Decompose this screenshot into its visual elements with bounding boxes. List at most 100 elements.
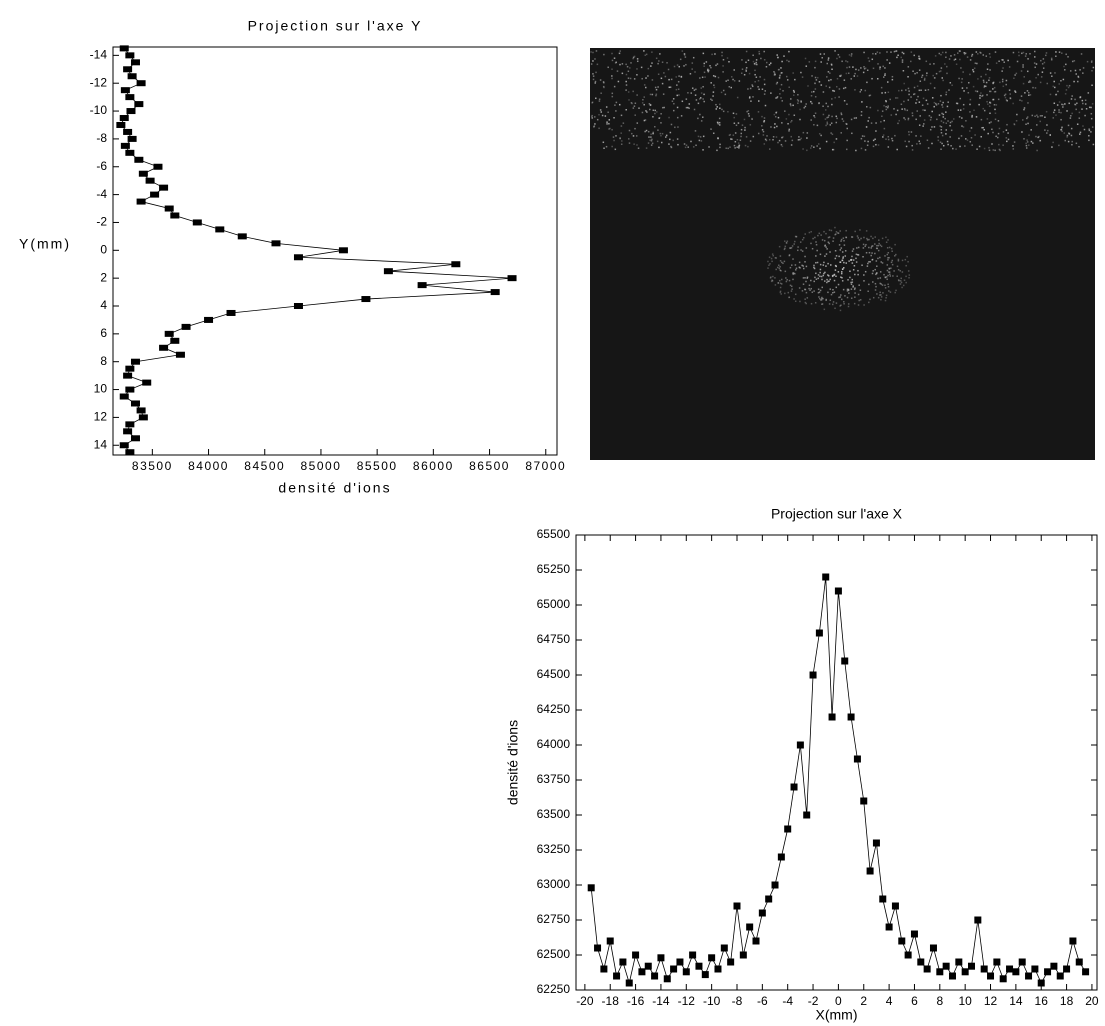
ion-dot — [650, 136, 652, 138]
ion-dot — [607, 111, 609, 114]
ion-dot — [636, 58, 639, 60]
ion-dot — [935, 72, 938, 75]
ion-dot — [770, 126, 772, 128]
ion-dot — [1084, 99, 1087, 102]
ion-dot — [946, 72, 948, 75]
ion-dot — [846, 296, 849, 299]
ion-dot — [788, 86, 790, 88]
ion-dot — [614, 62, 617, 64]
ion-dot — [875, 247, 878, 250]
ion-dot — [591, 102, 593, 104]
ion-dot — [819, 53, 822, 55]
ion-dot — [793, 298, 795, 300]
ion-dot — [627, 77, 630, 79]
ion-dot — [832, 303, 834, 306]
ion-dot — [751, 84, 753, 86]
ion-dot — [1012, 148, 1015, 150]
ion-dot — [635, 135, 638, 137]
ion-dot — [733, 80, 736, 82]
ion-dot — [625, 63, 627, 66]
ion-dot — [1053, 111, 1055, 114]
ion-dot — [1037, 116, 1039, 118]
data-marker — [955, 958, 963, 966]
ion-dot — [940, 129, 943, 131]
ion-dot — [658, 60, 660, 62]
ion-dot — [908, 277, 910, 279]
ion-dot — [748, 115, 750, 117]
ion-dot — [801, 238, 804, 241]
ion-dot — [1036, 149, 1038, 152]
ion-dot — [915, 118, 917, 121]
ion-dot — [857, 254, 860, 256]
ion-dot — [657, 129, 659, 131]
ion-dot — [791, 139, 794, 142]
ion-dot — [934, 77, 936, 79]
ion-dot — [744, 129, 746, 131]
ion-dot — [675, 76, 677, 78]
ion-dot — [773, 72, 776, 74]
ion-dot — [846, 66, 848, 69]
ion-dot — [788, 296, 791, 298]
ion-dot — [918, 89, 921, 92]
ion-dot — [650, 133, 652, 135]
ion-dot — [814, 66, 816, 69]
ion-dot — [888, 290, 890, 292]
ion-dot — [794, 235, 797, 238]
ion-dot — [857, 273, 859, 276]
ion-dot — [907, 270, 910, 272]
ion-dot — [700, 140, 703, 142]
ion-dot — [752, 135, 755, 138]
data-marker — [834, 587, 842, 595]
ion-dot — [850, 283, 853, 286]
ion-dot — [781, 145, 784, 148]
ion-dot — [1078, 111, 1081, 114]
ion-dot — [851, 262, 854, 264]
x-tick-label: 84500 — [244, 459, 285, 473]
ion-dot — [1013, 123, 1016, 126]
ion-dot — [835, 85, 838, 88]
ion-dot — [1017, 51, 1020, 54]
ion-dot — [940, 67, 943, 69]
ion-dot — [683, 65, 685, 67]
ion-dot — [1029, 80, 1031, 82]
ion-dot — [1028, 81, 1030, 83]
ion-dot — [780, 83, 783, 86]
ion-dot — [754, 69, 756, 72]
ion-dot — [1064, 93, 1067, 95]
ion-dot — [1075, 142, 1078, 145]
ion-dot — [715, 64, 717, 67]
ion-dot — [827, 262, 829, 265]
ion-dot — [1074, 98, 1076, 101]
ion-dot — [834, 257, 837, 260]
ion-dot — [650, 140, 653, 142]
x-tick-label: 10 — [958, 994, 972, 1008]
ion-dot — [790, 144, 793, 146]
ion-dot — [874, 53, 877, 55]
ion-dot — [989, 56, 992, 58]
ion-dot — [821, 57, 823, 59]
ion-dot — [1023, 138, 1025, 140]
ion-dot — [880, 283, 883, 285]
ion-dot — [840, 74, 842, 77]
y-tick-label: -2 — [96, 215, 107, 229]
ion-dot — [669, 138, 671, 141]
data-marker — [619, 958, 627, 966]
ion-dot — [1056, 104, 1059, 106]
ion-dot — [877, 144, 880, 146]
ion-dot — [830, 132, 832, 134]
ion-dot — [754, 73, 756, 76]
ion-dot — [778, 68, 780, 71]
ion-dot — [801, 250, 804, 252]
ion-dot — [867, 140, 869, 143]
ion-dot — [923, 79, 926, 81]
ion-dot — [788, 60, 790, 63]
ion-dot — [868, 261, 870, 263]
ion-dot — [1039, 81, 1042, 84]
ion-dot — [772, 138, 774, 141]
ion-dot — [972, 70, 975, 73]
ion-dot — [988, 149, 991, 152]
ion-dot — [712, 75, 715, 77]
ion-dot — [779, 265, 781, 268]
ion-dot — [840, 298, 843, 301]
ion-dot — [864, 245, 866, 248]
